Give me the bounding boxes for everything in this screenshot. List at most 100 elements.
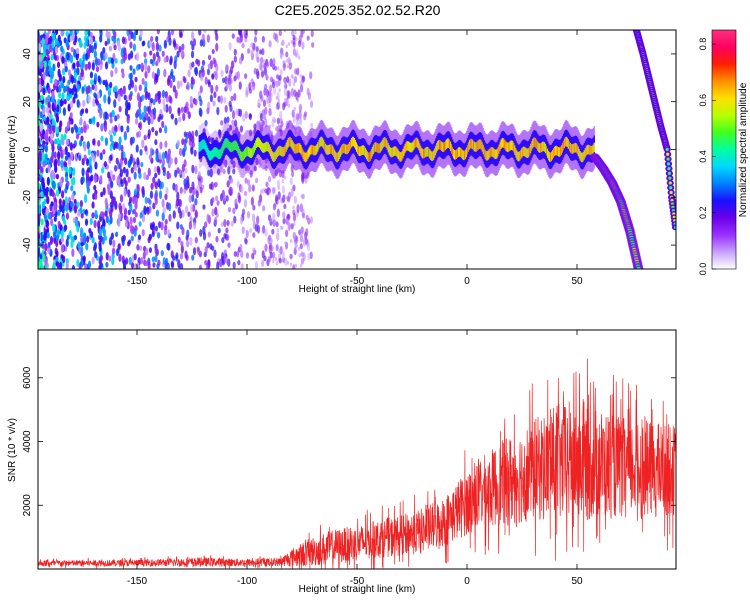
carrier-core — [566, 137, 569, 148]
noise-speckle — [53, 201, 57, 211]
noise-speckle — [152, 53, 156, 62]
noise-speckle — [77, 241, 81, 249]
noise-speckle — [293, 125, 297, 131]
noise-speckle — [155, 35, 159, 43]
carrier-core — [432, 151, 434, 161]
noise-speckle — [275, 105, 278, 110]
noise-speckle — [83, 142, 87, 152]
carrier-core — [413, 140, 415, 150]
noise-speckle — [286, 90, 290, 99]
carrier-core — [366, 151, 369, 162]
noise-speckle — [147, 197, 151, 204]
carrier-core — [223, 141, 225, 151]
noise-speckle — [301, 175, 305, 184]
noise-speckle — [142, 251, 146, 260]
carrier-core — [218, 149, 220, 160]
noise-speckle — [207, 54, 212, 61]
noise-speckle — [45, 219, 49, 228]
noise-speckle — [73, 77, 77, 84]
noise-speckle — [113, 30, 117, 39]
noise-speckle — [81, 86, 85, 94]
noise-speckle — [104, 111, 108, 120]
noise-speckle — [174, 157, 178, 165]
carrier-core — [580, 152, 583, 163]
carrier-core — [276, 147, 279, 158]
noise-speckle — [206, 68, 211, 76]
carrier-core — [248, 146, 250, 157]
carrier-core — [388, 145, 391, 155]
noise-speckle — [233, 93, 237, 101]
noise-speckle — [143, 171, 147, 180]
noise-speckle — [272, 203, 277, 211]
image-line — [669, 190, 673, 195]
noise-speckle — [227, 242, 231, 248]
carrier-core — [313, 145, 315, 156]
noise-speckle — [86, 140, 90, 150]
noise-speckle — [290, 187, 294, 198]
noise-speckle — [80, 126, 84, 134]
noise-speckle — [294, 240, 298, 245]
noise-speckle — [102, 225, 106, 234]
carrier-core — [233, 141, 235, 151]
noise-speckle — [44, 158, 48, 165]
noise-speckle — [247, 48, 251, 54]
noise-speckle — [292, 82, 296, 87]
carrier-core — [265, 141, 268, 152]
noise-speckle — [235, 108, 239, 116]
carrier-core — [230, 142, 232, 153]
noise-speckle — [264, 165, 268, 172]
noise-speckle — [113, 44, 117, 51]
carrier-core — [406, 141, 408, 151]
noise-speckle — [251, 184, 255, 192]
noise-speckle — [84, 218, 89, 226]
noise-speckle — [131, 136, 135, 144]
noise-speckle — [236, 70, 241, 80]
carrier-core — [477, 140, 480, 150]
noise-speckle — [81, 158, 85, 166]
carrier-core — [534, 137, 536, 147]
carrier-core — [336, 152, 338, 163]
noise-speckle — [268, 103, 271, 108]
noise-speckle — [209, 94, 214, 103]
noise-speckle — [233, 215, 237, 224]
noise-speckle — [164, 224, 168, 231]
noise-speckle — [206, 213, 210, 223]
noise-speckle — [87, 180, 91, 186]
carrier-core — [212, 148, 214, 159]
noise-speckle — [164, 140, 168, 148]
carrier-core — [269, 146, 272, 157]
noise-speckle — [128, 256, 132, 266]
noise-speckle — [40, 264, 45, 269]
carrier-core — [593, 142, 596, 153]
noise-speckle — [277, 186, 280, 191]
noise-speckle — [81, 167, 85, 177]
carrier-core — [538, 142, 540, 153]
carrier-core — [492, 147, 495, 158]
carrier-core — [280, 146, 283, 157]
noise-speckle — [244, 237, 248, 244]
carrier-core — [259, 140, 262, 150]
noise-speckle — [47, 247, 51, 254]
noise-speckle — [269, 111, 273, 116]
carrier-core — [441, 141, 443, 152]
noise-speckle — [180, 240, 184, 247]
noise-speckle — [42, 115, 47, 122]
noise-speckle — [138, 84, 142, 92]
noise-speckle — [161, 89, 166, 99]
noise-speckle — [104, 61, 109, 70]
noise-speckle — [269, 84, 273, 92]
noise-speckle — [120, 89, 124, 98]
noise-speckle — [123, 133, 127, 141]
noise-speckle — [220, 221, 224, 228]
noise-speckle — [178, 116, 182, 123]
noise-speckle — [267, 256, 272, 263]
noise-speckle — [104, 40, 108, 47]
carrier-core — [273, 152, 276, 162]
noise-speckle — [183, 131, 187, 138]
noise-speckle — [99, 110, 103, 119]
noise-speckle — [94, 209, 98, 219]
noise-speckle — [238, 108, 243, 117]
noise-speckle — [110, 57, 114, 64]
noise-speckle — [157, 168, 161, 176]
noise-speckle — [248, 184, 252, 193]
